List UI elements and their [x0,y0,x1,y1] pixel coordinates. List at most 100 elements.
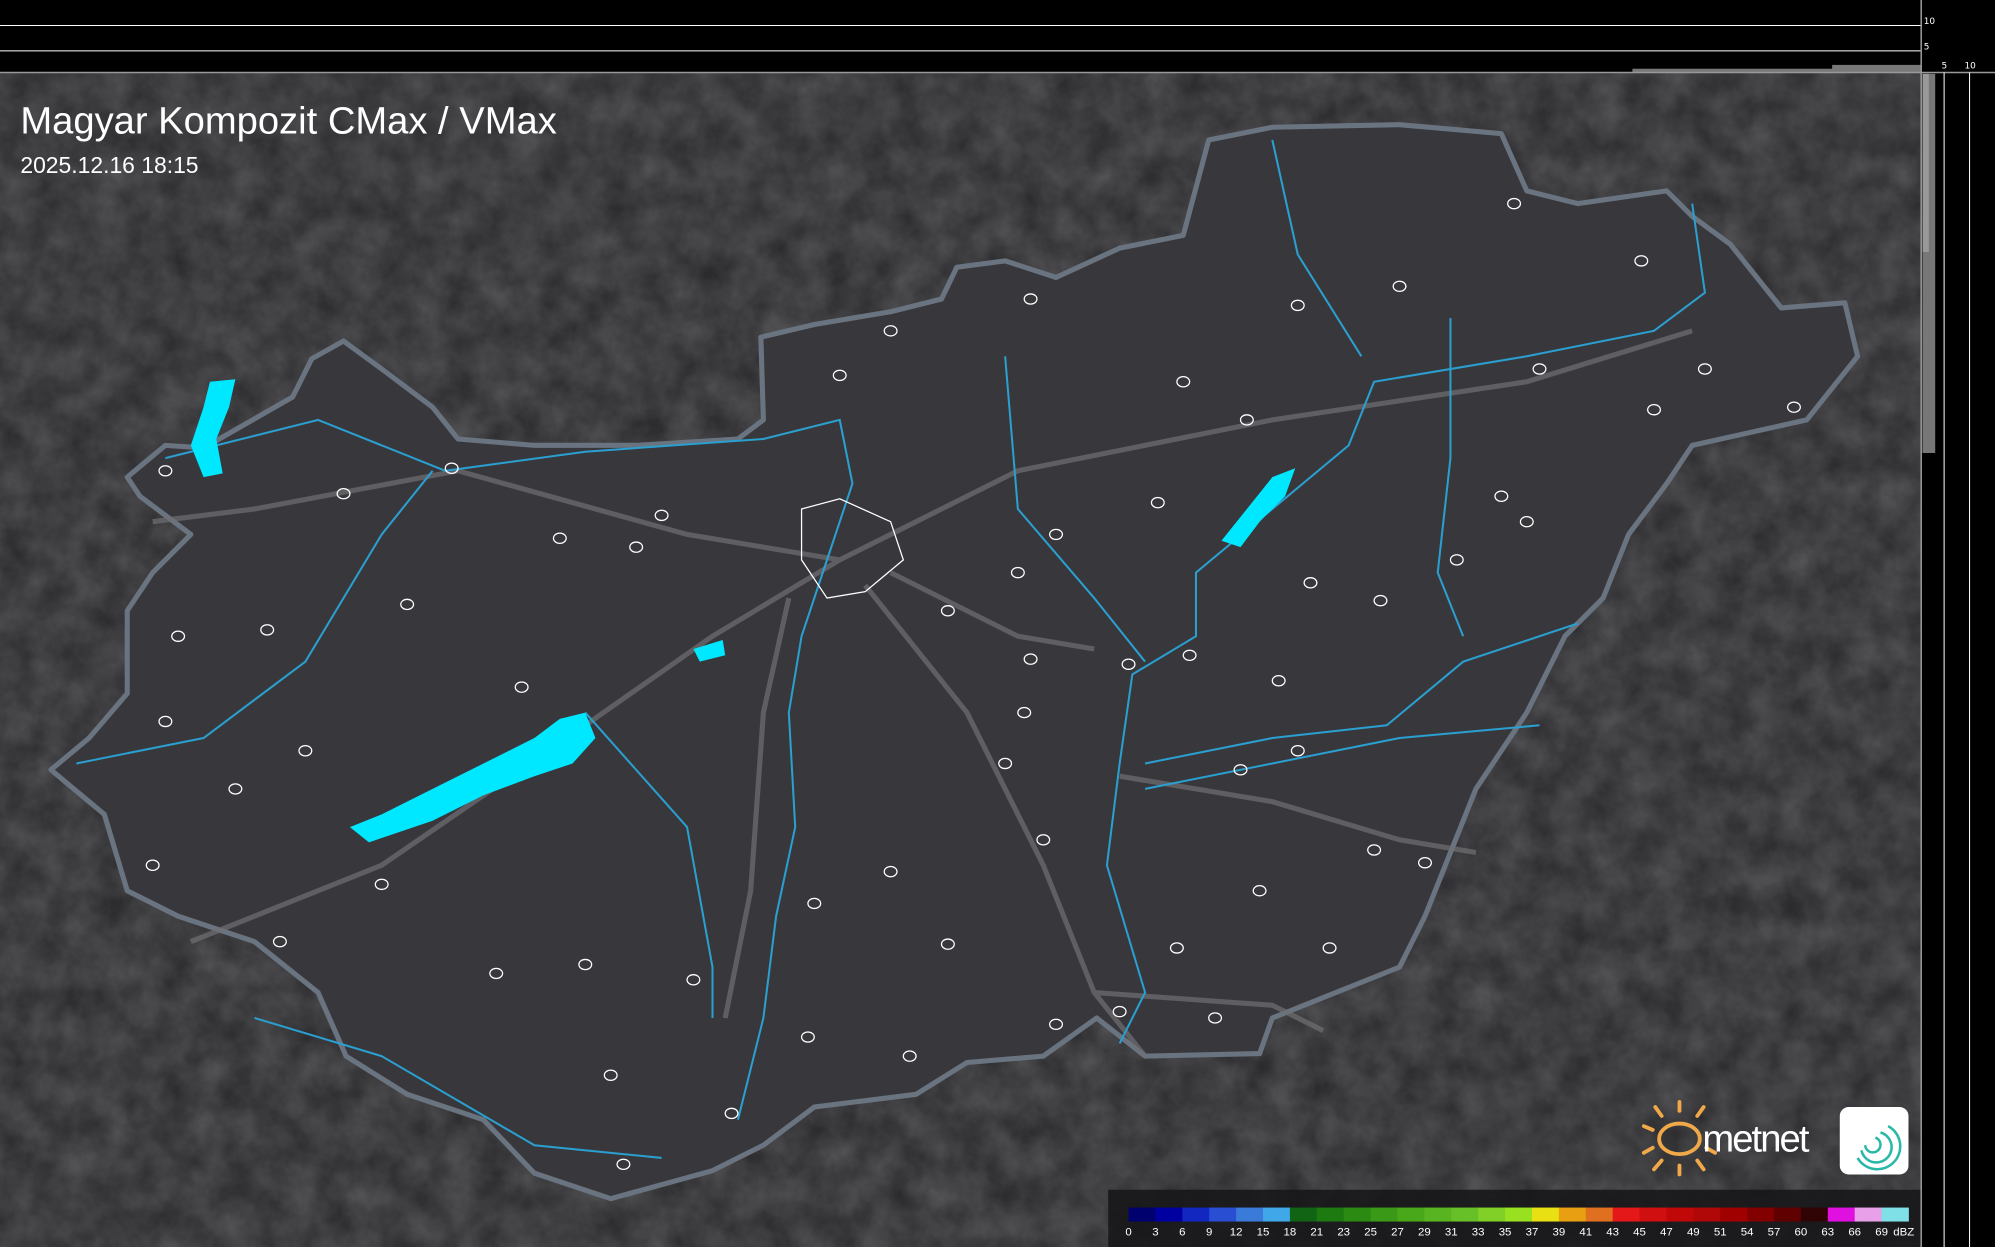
sun-icon [1641,1100,1717,1177]
town-outline [444,462,459,474]
town-outline [1519,515,1534,528]
legend-color-swatch [1155,1207,1183,1222]
side-tick-5: 5 [1942,62,1948,72]
road [1094,989,1325,1033]
town-outline [1494,490,1509,502]
town-outline [514,681,529,693]
town-outline [1049,528,1064,541]
town-outline [1150,496,1165,509]
legend-color-swatch [1209,1207,1237,1222]
legend-color-swatch [1343,1207,1371,1222]
map-timestamp: 2025.12.16 18:15 [20,152,198,178]
legend-color-swatch [1881,1207,1909,1222]
road [722,597,792,1019]
town-outline [1322,942,1337,954]
legend-label: 15 [1257,1227,1270,1239]
legend-color-swatch [1800,1207,1829,1222]
legend-color-swatch [1505,1207,1533,1222]
town-outline [1112,1005,1127,1018]
swirl-icon [1856,1124,1902,1171]
town-outline [940,605,955,617]
legend-color-swatch [1397,1207,1425,1222]
legend-label: 57 [1768,1227,1781,1239]
legend-color-swatch [1666,1207,1694,1222]
legend-color-swatch [1263,1207,1291,1222]
town-outline [158,465,173,477]
app-icon [1839,1107,1909,1175]
river-zagyva [1004,356,1146,663]
town-outline [654,509,669,522]
map-area[interactable] [0,72,1922,1247]
town-outline [1532,363,1547,375]
legend-label: 47 [1660,1227,1673,1239]
side-tick-10: 10 [1964,62,1976,72]
town-outline [1507,197,1522,210]
top-profile-panel [0,0,1922,73]
legend-label: 31 [1445,1227,1458,1239]
town-outline [1017,706,1032,719]
town-outline [1023,293,1038,305]
town-outline [1023,653,1038,665]
town-outline [158,715,173,728]
legend-label: 63 [1821,1227,1834,1239]
town-outline [1049,1018,1064,1031]
legend-color-swatch [1424,1207,1452,1222]
budapest-outline [800,498,905,599]
legend-color-swatch [1289,1207,1318,1222]
town-outline [1786,401,1801,413]
road [838,328,1693,563]
legend-label: 3 [1152,1227,1158,1239]
top-profile-bar [1632,68,1922,73]
map-title: Magyar Kompozit CMax / VMax [20,100,556,143]
road [152,468,841,563]
legend-color-swatch [1558,1207,1587,1222]
legend-label: 37 [1526,1227,1539,1239]
town-outline [489,967,504,980]
legend-color-swatch [1182,1207,1210,1222]
town-outline [1239,414,1254,426]
town-outline [1036,834,1051,846]
legend-label: 49 [1687,1227,1700,1239]
legend-color-swatch [1639,1207,1667,1222]
river-raba [76,470,434,765]
legend-unit: dBZ [1893,1227,1914,1239]
town-outline [724,1107,739,1120]
town-outline [1233,764,1248,776]
legend-color-swatch [1370,1207,1398,1222]
town-outline [1290,299,1305,312]
town-outline [400,598,415,611]
town-outline [1169,942,1184,954]
dbz-legend: 0 3 6 9 12 15 18 21 23 25 27 29 31 33 35 37 39 41 43 45 47 49… [1108,1189,1922,1247]
legend-color-swatch [1128,1207,1156,1222]
legend-label: 21 [1310,1227,1323,1239]
road [1119,773,1477,856]
town-outline [1449,554,1464,566]
town-outline [1418,856,1432,869]
town-outline [1303,577,1318,589]
town-outline [883,325,898,337]
river-danube [165,418,854,1121]
legend-label: 35 [1499,1227,1512,1239]
road [889,570,1095,652]
town-outline [1271,675,1286,687]
town-outline [832,369,847,382]
town-outline [145,859,160,871]
town-outline [616,1158,631,1171]
top-tick-5: 5 [1924,43,1930,53]
lake-velence [693,640,726,662]
town-outline [1252,884,1267,897]
town-outline [1290,745,1305,757]
legend-color-swatch [1236,1207,1264,1222]
legend-color-swatch [1451,1207,1479,1222]
legend-label: 69 [1875,1227,1888,1239]
town-outline [552,532,567,544]
legend-color-swatch [1774,1207,1802,1222]
legend-color-swatch [1531,1207,1560,1222]
legend-label: 23 [1337,1227,1350,1239]
town-outline [1373,594,1388,607]
town-outline [374,878,389,891]
legend-label: 41 [1579,1227,1592,1239]
legend-label: 27 [1391,1227,1404,1239]
river-maros [1144,724,1540,790]
